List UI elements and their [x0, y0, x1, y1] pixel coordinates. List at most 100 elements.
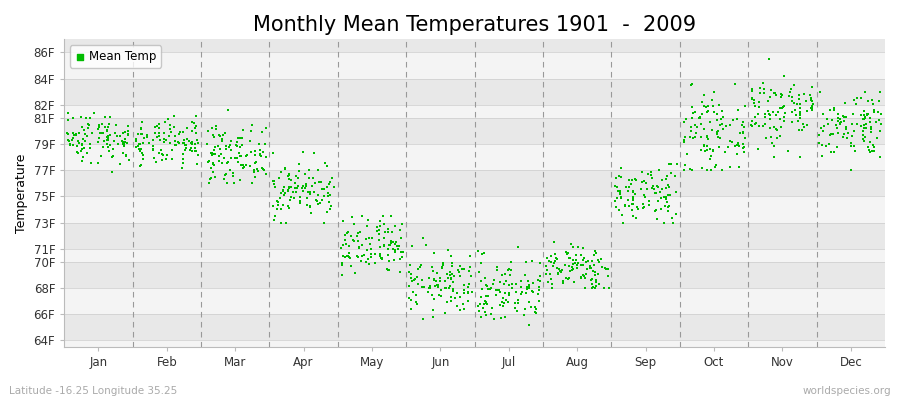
Point: [473, 294, 488, 300]
Point: [152, 150, 166, 156]
Point: [526, 288, 540, 295]
Point: [614, 165, 628, 172]
Point: [299, 183, 313, 190]
Point: [322, 179, 337, 186]
Point: [584, 277, 598, 283]
Point: [382, 242, 397, 248]
Point: [747, 96, 761, 103]
Point: [254, 153, 268, 160]
Point: [404, 297, 419, 304]
Point: [75, 141, 89, 147]
Point: [433, 278, 447, 284]
Point: [453, 262, 467, 269]
Point: [335, 261, 349, 268]
Point: [201, 159, 215, 165]
Point: [212, 153, 227, 159]
Point: [577, 285, 591, 291]
Point: [542, 258, 556, 264]
Point: [586, 268, 600, 274]
Point: [66, 135, 80, 142]
Point: [180, 136, 194, 142]
Point: [382, 258, 397, 264]
Point: [638, 194, 652, 200]
Point: [461, 298, 475, 304]
Point: [813, 88, 827, 95]
Point: [694, 134, 708, 140]
Point: [67, 132, 81, 138]
Point: [699, 104, 714, 110]
Point: [649, 206, 663, 213]
Point: [508, 304, 522, 311]
Point: [634, 186, 648, 192]
Point: [202, 180, 216, 186]
Point: [709, 128, 724, 135]
Point: [184, 140, 199, 146]
Point: [389, 238, 403, 245]
Point: [381, 229, 395, 235]
Point: [792, 154, 806, 160]
Point: [859, 125, 873, 131]
Point: [409, 292, 423, 298]
Point: [796, 124, 811, 130]
Point: [180, 124, 194, 131]
Point: [116, 143, 130, 150]
Point: [775, 92, 789, 98]
Point: [544, 281, 559, 287]
Point: [185, 140, 200, 147]
Point: [490, 287, 504, 293]
Point: [528, 304, 543, 311]
Point: [390, 242, 404, 249]
Point: [509, 308, 524, 314]
Point: [184, 145, 198, 151]
Point: [562, 254, 576, 261]
Point: [382, 267, 396, 274]
Point: [612, 207, 626, 214]
Point: [509, 289, 524, 295]
Point: [253, 152, 267, 158]
Bar: [64, 105, 885, 118]
Point: [66, 115, 80, 121]
Point: [569, 257, 583, 263]
Point: [715, 121, 729, 128]
Point: [382, 242, 396, 248]
Point: [258, 125, 273, 131]
Point: [518, 306, 533, 312]
Point: [205, 150, 220, 157]
Point: [220, 160, 234, 166]
Point: [560, 251, 574, 257]
Point: [487, 277, 501, 284]
Point: [768, 90, 782, 96]
Point: [640, 186, 654, 192]
Point: [94, 153, 108, 159]
Point: [452, 268, 466, 275]
Point: [860, 110, 874, 117]
Point: [438, 285, 453, 292]
Point: [281, 187, 295, 193]
Point: [405, 278, 419, 284]
Point: [827, 105, 842, 111]
Point: [292, 175, 306, 182]
Point: [860, 112, 874, 118]
Point: [155, 156, 169, 163]
Point: [826, 149, 841, 155]
Point: [533, 260, 547, 266]
Point: [74, 148, 88, 154]
Point: [292, 168, 306, 174]
Point: [586, 284, 600, 290]
Point: [654, 195, 669, 202]
Point: [795, 127, 809, 134]
Point: [584, 258, 598, 264]
Point: [684, 124, 698, 130]
Point: [697, 102, 711, 109]
Point: [577, 272, 591, 279]
Point: [796, 120, 810, 127]
Point: [148, 158, 163, 165]
Point: [91, 159, 105, 166]
Point: [873, 121, 887, 128]
Point: [518, 289, 533, 296]
Point: [706, 103, 720, 110]
Point: [737, 135, 751, 142]
Point: [792, 100, 806, 107]
Point: [581, 258, 596, 264]
Point: [661, 207, 675, 214]
